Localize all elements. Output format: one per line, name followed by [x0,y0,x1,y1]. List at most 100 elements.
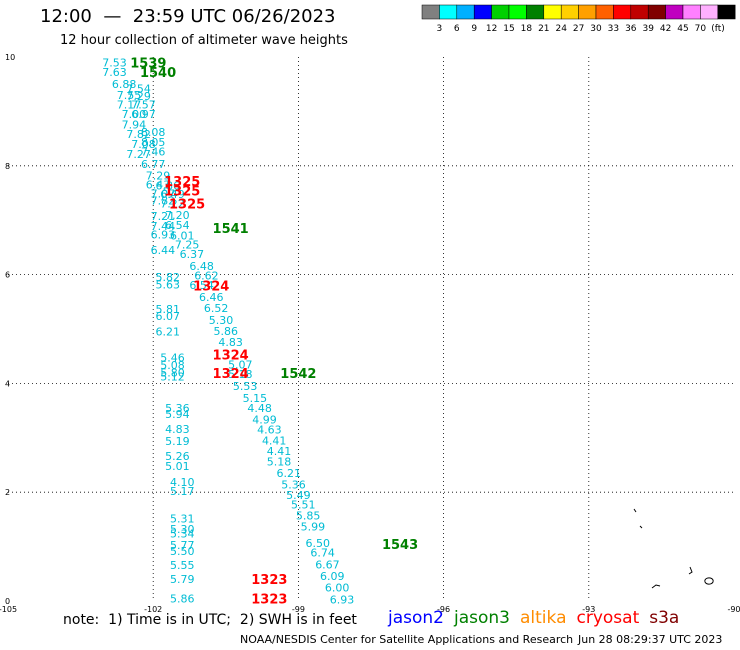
wave-height-label: 8.08 [141,126,166,139]
wave-height-label: 5.26 [165,450,190,463]
wave-height-values: 7.537.636.887.557.547.297.177.577.006.97… [102,56,354,606]
colorbar-label: 3 [437,24,443,34]
x-tick-label: -105 [0,605,17,614]
wave-height-label: 7.54 [126,83,151,96]
pass-number-label: 1542 [280,367,316,382]
wave-height-label: 5.55 [170,559,195,572]
wave-height-label: 6.07 [155,310,180,323]
grid-lines [8,57,734,601]
colorbar-label: 15 [503,24,514,34]
wave-height-label: 6.54 [165,219,190,232]
wave-height-label: 6.49 [160,188,185,201]
wave-height-label: 5.51 [291,499,316,512]
wave-height-label: 7.94 [122,118,147,131]
wave-height-label: 7.82 [151,195,176,208]
wave-height-label: 6.46 [199,291,224,304]
pass-number-label: 1323 [251,573,287,588]
wave-height-label: 7.53 [102,56,127,69]
wave-height-label: 6.86 [155,179,180,192]
x-tick-label: -99 [292,605,305,614]
wave-height-label: 6.48 [189,260,214,273]
wave-height-label: 7.07 [151,188,176,201]
wave-height-label: 6.88 [112,78,137,91]
wave-height-label: 5.99 [301,520,326,533]
wave-height-label: 5.80 [160,367,185,380]
generated-timestamp: Jun 28 08:29:37 UTC 2023 [578,633,723,646]
colorbar-label: 36 [625,24,637,34]
wave-height-label: 5.53 [233,380,258,393]
wave-height-label: 6.37 [180,248,205,261]
wave-height-label: 4.83 [218,336,243,349]
wave-height-label: 4.99 [252,413,277,426]
pass-number-label: 1324 [213,349,249,364]
wave-height-label: 5.82 [155,271,180,284]
wave-height-label: 7.22 [160,197,185,210]
wave-height-label: 5.12 [160,370,185,383]
pass-number-label: 1541 [213,222,249,237]
x-tick-label: -96 [437,605,450,614]
wave-height-label: 5.85 [296,510,321,523]
wave-height-label: 4.41 [262,435,287,448]
coastline-segment [688,566,693,575]
pass-number-label: 1543 [382,538,418,553]
wave-height-label: 6.01 [170,229,195,242]
pass-number-label: 1539 [130,56,166,71]
colorbar-label: 21 [538,24,549,34]
wave-height-label: 5.81 [155,303,180,316]
colorbar-label: 18 [521,24,533,34]
coastline-segment [639,525,643,529]
wave-height-label: 7.20 [165,209,190,222]
wave-height-label: 5.36 [281,479,306,492]
wave-height-label: 8.05 [141,136,166,149]
coastline-fragments [633,508,714,589]
colorbar-label: 45 [677,24,688,34]
wave-height-label: 7.55 [117,89,142,102]
wave-height-label: 7.57 [131,98,156,111]
wave-height-label: 5.08 [160,359,185,372]
wave-height-label: 6.50 [306,537,331,550]
wave-height-label: 5.18 [228,368,253,381]
wave-height-label: 6.67 [315,559,340,572]
wave-height-label: 5.15 [243,392,268,405]
pass-number-label: 1325 [169,197,205,212]
page-subtitle: 12 hour collection of altimeter wave hei… [60,33,348,48]
colorbar-label: 24 [555,24,567,34]
wave-height-label: 7.44 [151,220,176,233]
wave-height-label: 5.46 [160,351,185,364]
colorbar-swatch [717,4,736,20]
credit-line: NOAA/NESDIS Center for Satellite Applica… [240,633,574,646]
colorbar-label: 9 [471,24,477,34]
wave-height-label: 5.18 [267,456,292,469]
legend-item-altika: altika [520,608,567,628]
y-tick-label: 10 [5,53,15,62]
x-tick-label: -102 [144,605,162,614]
wave-height-label: 5.86 [170,592,195,605]
colorbar-label: 42 [660,24,671,34]
axis-tick-labels: -105 -102 -99 -96 -93 -90 0 2 4 6 8 10 [0,53,740,614]
wave-height-label: 6.97 [131,108,156,121]
pass-number-label: 1323 [251,592,287,607]
y-tick-label: 6 [5,271,10,280]
y-tick-label: 8 [5,162,10,171]
colorbar-label: 39 [642,24,654,34]
wave-height-label: 5.50 [170,545,195,558]
coastline-segment [651,584,661,589]
wave-height-label: 5.86 [214,325,239,338]
coastline-segment [633,508,637,513]
wave-height-label: 6.21 [276,467,301,480]
wave-height-label: 5.36 [165,402,190,415]
legend-item-cryosat: cryosat [576,608,640,628]
y-tick-label: 0 [5,597,10,606]
wave-height-label: 6.93 [151,228,176,241]
wave-height-label: 6.44 [151,244,176,257]
wave-height-label: 6.21 [155,326,180,339]
colorbar-label: 30 [590,24,602,34]
wave-height-label: 5.94 [165,408,190,421]
wave-height-label: 6.54 [189,279,214,292]
wave-height-label: 5.01 [165,460,190,473]
wave-height-label: 7.46 [141,146,166,159]
wave-height-label: 7.63 [102,66,127,79]
wave-height-label: 7.21 [151,210,176,223]
